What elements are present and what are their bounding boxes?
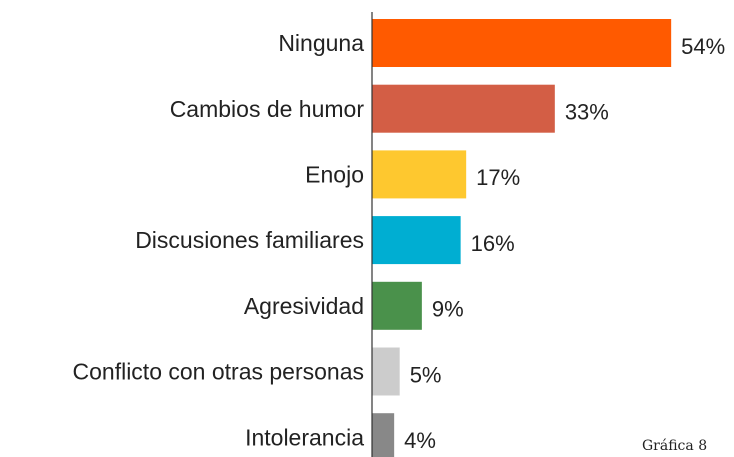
bar — [372, 150, 467, 199]
annotation: Gráfica 8 — [642, 438, 707, 454]
bar — [372, 84, 555, 133]
value-label: 17% — [476, 165, 520, 190]
category-label: Enojo — [305, 161, 364, 187]
category-label: Ninguna — [278, 30, 364, 56]
category-label: Intolerancia — [245, 424, 364, 450]
value-label: 5% — [410, 362, 442, 387]
value-label: 9% — [432, 297, 464, 322]
bar — [372, 347, 400, 396]
bar — [372, 216, 461, 265]
bar — [372, 19, 672, 67]
value-label: 54% — [681, 34, 725, 59]
bar — [372, 413, 395, 457]
category-label: Conflicto con otras personas — [73, 359, 365, 385]
value-label: 16% — [471, 231, 515, 256]
category-label: Cambios de humor — [170, 96, 365, 122]
value-label: 4% — [404, 428, 436, 453]
category-label: Agresividad — [244, 293, 364, 319]
value-label: 33% — [565, 100, 609, 125]
category-label: Discusiones familiares — [135, 227, 364, 253]
bar — [372, 281, 422, 330]
